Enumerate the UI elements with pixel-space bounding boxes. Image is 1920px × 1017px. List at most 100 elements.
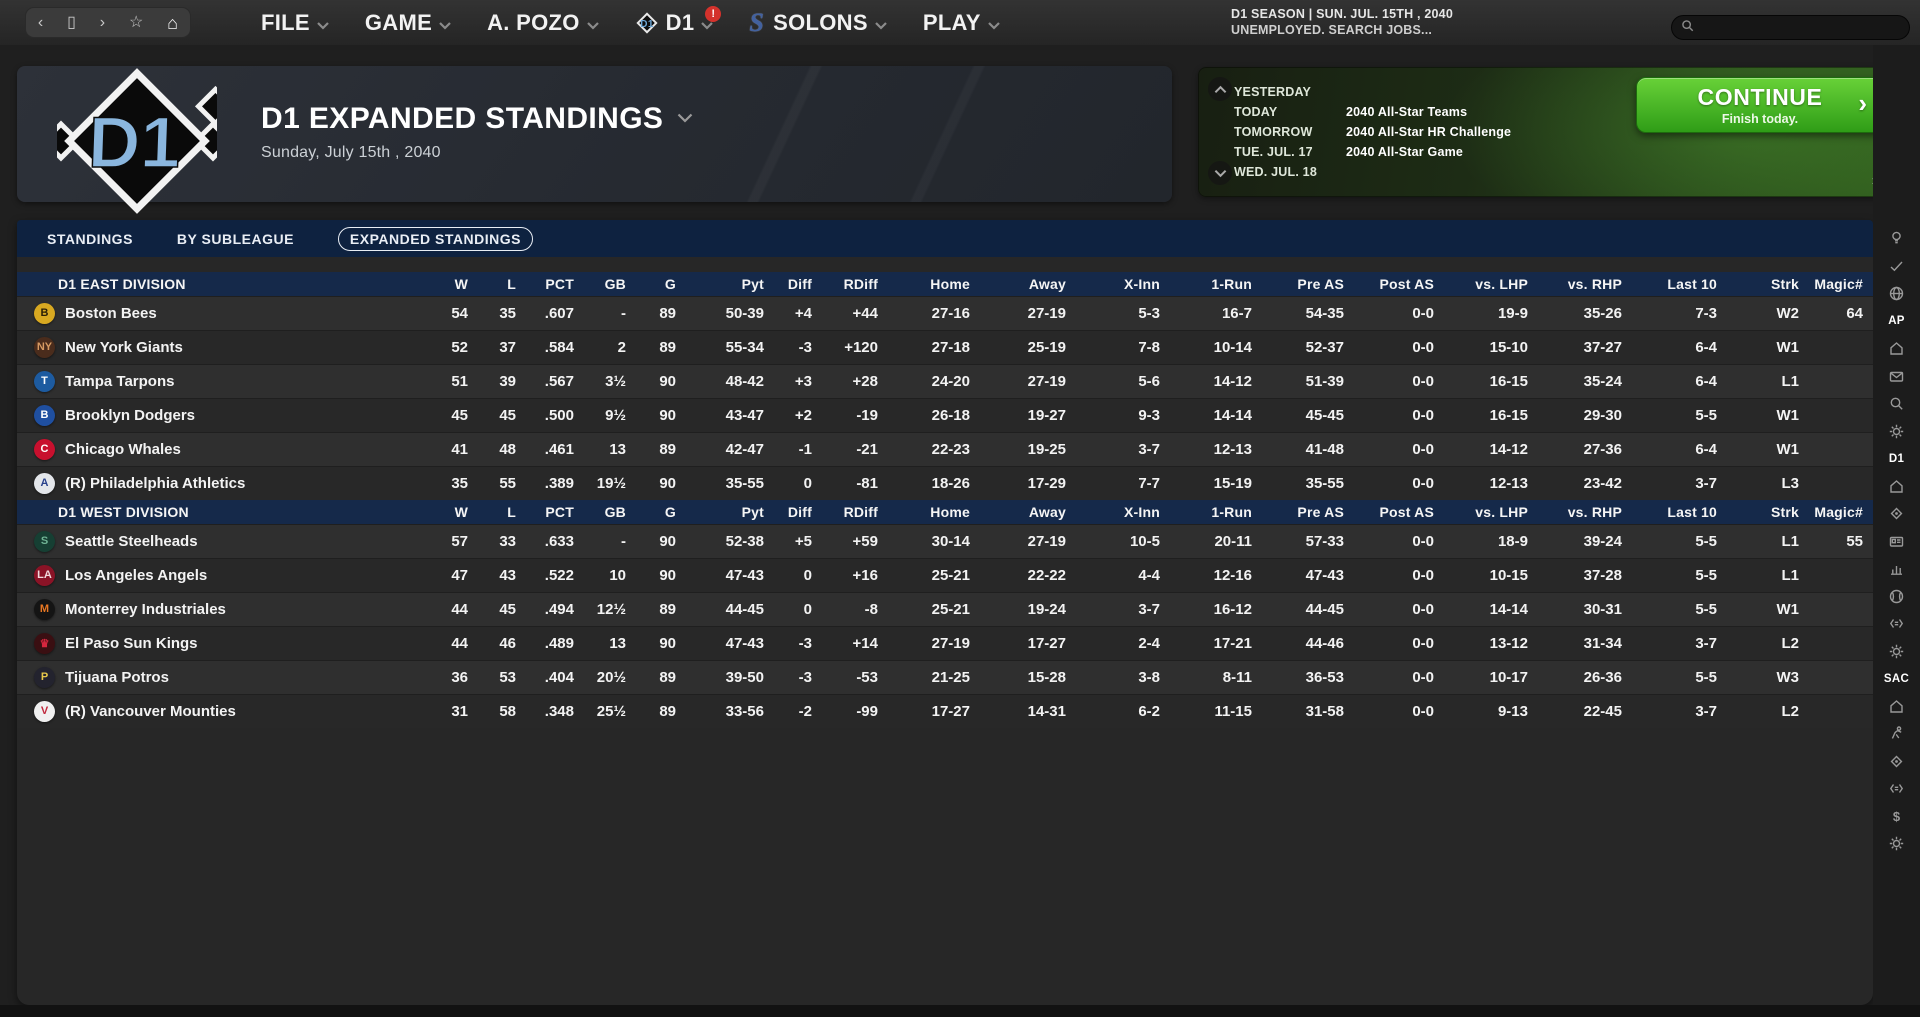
- column-header[interactable]: RDiff: [843, 503, 878, 520]
- title-dropdown-chevron-icon[interactable]: [677, 110, 693, 128]
- column-header[interactable]: GB: [604, 503, 626, 520]
- column-header[interactable]: Away: [1028, 503, 1066, 520]
- mail-icon[interactable]: [1888, 368, 1905, 385]
- search-box[interactable]: [1671, 15, 1910, 40]
- column-header[interactable]: W: [454, 275, 468, 292]
- dollar-icon[interactable]: $: [1888, 808, 1905, 825]
- team-name[interactable]: Boston Bees: [65, 304, 157, 322]
- tab-standings[interactable]: STANDINGS: [47, 230, 133, 247]
- column-header[interactable]: vs. LHP: [1475, 275, 1528, 292]
- column-header[interactable]: Strk: [1770, 503, 1799, 520]
- column-header[interactable]: vs. RHP: [1567, 275, 1622, 292]
- card-icon[interactable]: [1888, 533, 1905, 550]
- schedule-row[interactable]: WED. JUL. 18: [1234, 162, 1511, 182]
- menu-solons[interactable]: S SOLONS: [749, 8, 887, 38]
- team-row[interactable]: V (R) Vancouver Mounties 31 58.348 25½ 89 33-…: [17, 693, 1873, 728]
- home-icon[interactable]: [1888, 698, 1905, 715]
- column-header[interactable]: Diff: [787, 503, 812, 520]
- target-icon[interactable]: [1888, 505, 1905, 522]
- team-row[interactable]: T Tampa Tarpons 51 39.567 3½ 90 48-42 +3 +28 24-…: [17, 363, 1873, 398]
- schedule-scroll-up-button[interactable]: [1208, 77, 1232, 101]
- column-header[interactable]: vs. LHP: [1475, 503, 1528, 520]
- menu-d1[interactable]: D1 D1!: [635, 5, 722, 36]
- target-icon[interactable]: [1888, 753, 1905, 770]
- column-header[interactable]: Last 10: [1667, 275, 1717, 292]
- column-header[interactable]: Pyt: [741, 503, 764, 520]
- back-button[interactable]: ‹: [37, 13, 44, 31]
- forward-button[interactable]: ›: [99, 13, 106, 31]
- globe-icon[interactable]: [1888, 285, 1905, 302]
- team-row[interactable]: C Chicago Whales 41 48.461 13 89 42-47 -1 -21 22…: [17, 431, 1873, 466]
- code-icon[interactable]: [1888, 615, 1905, 632]
- column-header[interactable]: Home: [930, 503, 970, 520]
- column-header[interactable]: Magic#: [1814, 503, 1863, 520]
- column-header[interactable]: 1-Run: [1211, 275, 1252, 292]
- column-header[interactable]: G: [664, 275, 676, 292]
- team-name[interactable]: Chicago Whales: [65, 440, 181, 458]
- schedule-row[interactable]: YESTERDAY: [1234, 82, 1511, 102]
- schedule-row[interactable]: TODAY 2040 All-Star Teams: [1234, 102, 1511, 122]
- column-header[interactable]: Pre AS: [1297, 275, 1344, 292]
- sidebar-label-sac[interactable]: SAC: [1883, 672, 1910, 685]
- team-row[interactable]: S Seattle Steelheads 57 33.633-90 52-38 +5 +5…: [17, 523, 1873, 558]
- team-row[interactable]: P Tijuana Potros 36 53.404 20½ 89 39-50 -3 -53 2…: [17, 659, 1873, 694]
- column-header[interactable]: PCT: [545, 503, 574, 520]
- team-name[interactable]: New York Giants: [65, 338, 183, 356]
- tab-expanded-standings[interactable]: EXPANDED STANDINGS: [337, 226, 533, 251]
- column-header[interactable]: Strk: [1770, 275, 1799, 292]
- window-button[interactable]: ▯: [67, 13, 76, 31]
- team-row[interactable]: M Monterrey Industriales 44 45.494 12½ 89 44-…: [17, 591, 1873, 626]
- baseball-icon[interactable]: [1888, 588, 1905, 605]
- column-header[interactable]: X-Inn: [1124, 275, 1160, 292]
- column-header[interactable]: Home: [930, 275, 970, 292]
- team-name[interactable]: (R) Philadelphia Athletics: [65, 474, 246, 492]
- window-nav-controls[interactable]: ‹ ▯ › ☆ ⌂: [25, 7, 191, 38]
- column-header[interactable]: PCT: [545, 275, 574, 292]
- team-name[interactable]: (R) Vancouver Mounties: [65, 702, 236, 720]
- team-name[interactable]: Seattle Steelheads: [65, 532, 198, 550]
- gear-icon[interactable]: [1888, 835, 1905, 852]
- search-jobs-link[interactable]: UNEMPLOYED. SEARCH JOBS...: [1231, 23, 1433, 37]
- column-header[interactable]: vs. RHP: [1567, 503, 1622, 520]
- column-header[interactable]: Away: [1028, 275, 1066, 292]
- sidebar-label-d1[interactable]: D1: [1888, 452, 1905, 465]
- schedule-scroll-down-button[interactable]: [1208, 161, 1232, 185]
- menu-game[interactable]: GAME: [365, 10, 451, 36]
- team-row[interactable]: B Brooklyn Dodgers 45 45.500 9½ 90 43-47 +2 -19…: [17, 397, 1873, 432]
- home-button[interactable]: ⌂: [167, 12, 179, 33]
- menu-file[interactable]: FILE: [261, 10, 329, 36]
- column-header[interactable]: Last 10: [1667, 503, 1717, 520]
- team-name[interactable]: Los Angeles Angels: [65, 566, 208, 584]
- home-icon[interactable]: [1888, 478, 1905, 495]
- team-name[interactable]: Tampa Tarpons: [65, 372, 175, 390]
- column-header[interactable]: G: [664, 503, 676, 520]
- schedule-row[interactable]: TOMORROW 2040 All-Star HR Challenge: [1234, 122, 1511, 142]
- search-input[interactable]: [1701, 20, 1891, 35]
- column-header[interactable]: L: [507, 275, 516, 292]
- column-header[interactable]: 1-Run: [1211, 503, 1252, 520]
- team-row[interactable]: NY New York Giants 52 37.584 2 89 55-34 -3 +120…: [17, 329, 1873, 364]
- code-icon[interactable]: [1888, 780, 1905, 797]
- team-name[interactable]: Tijuana Potros: [65, 668, 169, 686]
- column-header[interactable]: W: [454, 503, 468, 520]
- menu-play[interactable]: PLAY: [923, 10, 1000, 36]
- column-header[interactable]: Pyt: [741, 275, 764, 292]
- tab-by-subleague[interactable]: BY SUBLEAGUE: [176, 230, 294, 247]
- team-name[interactable]: Brooklyn Dodgers: [65, 406, 196, 424]
- favorite-button[interactable]: ☆: [128, 13, 144, 31]
- team-row[interactable]: B Boston Bees 54 35.607-89 50-39 +4 +44 27-16 2…: [17, 295, 1873, 330]
- column-header[interactable]: Diff: [787, 275, 812, 292]
- team-name[interactable]: Monterrey Industriales: [65, 600, 226, 618]
- column-header[interactable]: L: [507, 503, 516, 520]
- check-icon[interactable]: [1888, 258, 1905, 275]
- home-icon[interactable]: [1888, 340, 1905, 357]
- team-row[interactable]: ♛ El Paso Sun Kings 44 46.489 13 90 47-43 -3 +1…: [17, 625, 1873, 660]
- lightbulb-icon[interactable]: [1888, 230, 1905, 247]
- team-row[interactable]: A (R) Philadelphia Athletics 35 55.389 19½ 9…: [17, 465, 1873, 500]
- column-header[interactable]: Post AS: [1379, 503, 1434, 520]
- column-header[interactable]: Post AS: [1379, 275, 1434, 292]
- gear-icon[interactable]: [1888, 643, 1905, 660]
- menu-manager[interactable]: A. POZO: [487, 10, 599, 36]
- pitcher-icon[interactable]: [1888, 725, 1905, 742]
- gear-icon[interactable]: [1888, 423, 1905, 440]
